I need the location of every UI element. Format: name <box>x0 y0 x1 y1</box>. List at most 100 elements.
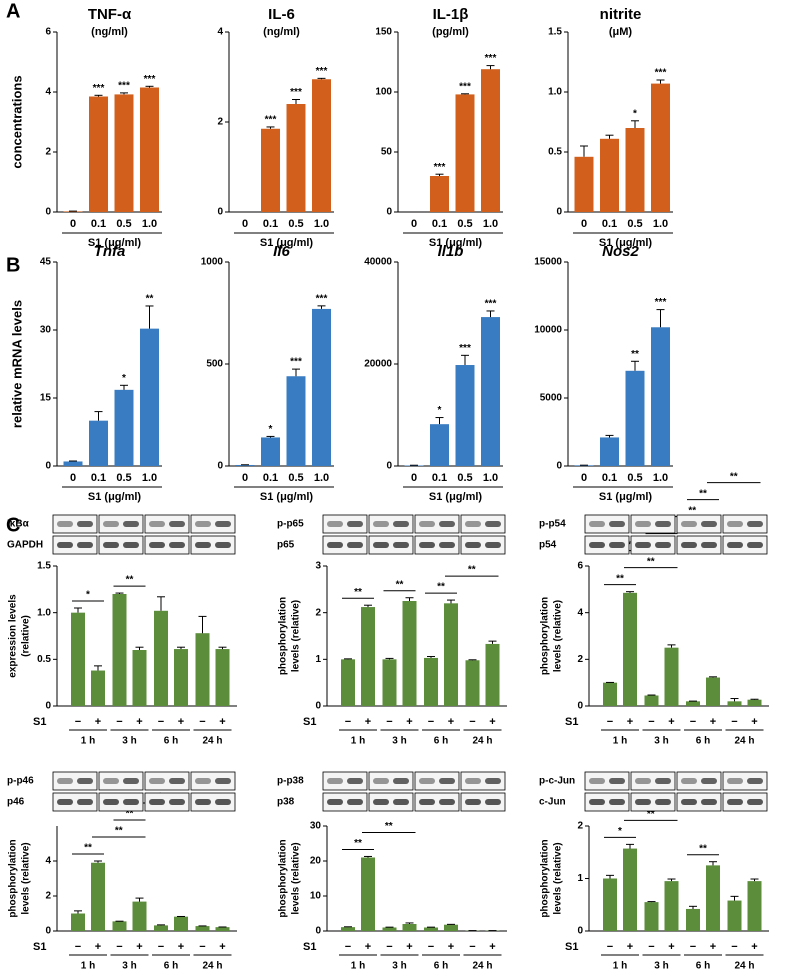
x-tick-label: 1.0 <box>653 218 668 230</box>
group-label: 24 h <box>734 736 754 747</box>
significance: *** <box>655 297 667 308</box>
blot-box <box>584 514 630 534</box>
bar <box>114 94 134 212</box>
y-axis-label: expression levels <box>8 594 19 678</box>
blot-band <box>681 799 697 805</box>
significance: ** <box>354 838 362 849</box>
y-tick-label: 0 <box>315 701 321 712</box>
blot-label: p65 <box>277 540 295 551</box>
x-tick-label: 0.5 <box>288 218 303 230</box>
blot-box <box>52 514 98 534</box>
bar <box>686 701 700 706</box>
blot-band <box>169 778 185 784</box>
x-tick-label: 0.5 <box>457 218 472 230</box>
x-tick-label: + <box>751 716 757 728</box>
x-tick-label: + <box>710 716 716 728</box>
blot-band <box>727 799 743 805</box>
blot-band <box>195 778 211 784</box>
x-tick-label: + <box>136 941 142 953</box>
bar <box>63 461 83 466</box>
blot-box <box>460 535 506 555</box>
y-tick-label: 1 <box>577 873 583 884</box>
blot-band <box>77 799 93 805</box>
y-tick-label: 20000 <box>364 359 392 370</box>
y-tick-label: 0.5 <box>548 147 562 158</box>
blot-label: p38 <box>277 797 295 808</box>
x-tick-label: − <box>116 716 122 728</box>
y-tick-label: 40000 <box>364 257 392 268</box>
blot-band <box>485 778 501 784</box>
blot-band <box>103 778 119 784</box>
blot-box <box>52 535 98 555</box>
bar <box>312 308 331 466</box>
blot-box <box>368 792 414 812</box>
significance: *** <box>316 66 328 77</box>
blot-box <box>414 792 460 812</box>
blot-box <box>630 792 676 812</box>
blot-box <box>52 771 98 791</box>
blot-band <box>727 778 743 784</box>
x-axis-label: S1 (μg/ml) <box>260 491 314 503</box>
y-axis-label: phosphorylation <box>278 597 289 675</box>
blot-band <box>123 778 139 784</box>
x-tick-label: − <box>648 941 654 953</box>
bar <box>91 670 105 706</box>
x-tick-label: + <box>710 941 716 953</box>
bar <box>286 104 306 212</box>
blot-box <box>676 514 722 534</box>
bar <box>430 176 449 212</box>
x-tick-label: + <box>668 941 674 953</box>
y-tick-label: 15000 <box>534 257 562 268</box>
blot-band <box>439 799 455 805</box>
x-axis-label: S1 (μg/ml) <box>599 237 653 249</box>
bar <box>644 695 659 706</box>
significance: * <box>438 405 442 416</box>
blot-box <box>190 771 236 791</box>
blot-box <box>368 771 414 791</box>
blot-band <box>215 799 231 805</box>
y-tick-label: 10 <box>310 891 322 902</box>
blot-band <box>169 542 185 548</box>
group-label: 3 h <box>122 961 136 972</box>
blot-band <box>589 799 605 805</box>
y-tick-label: 10000 <box>534 325 562 336</box>
group-label: 6 h <box>434 961 448 972</box>
blot-band <box>327 799 343 805</box>
y-tick-label: 3 <box>315 561 321 572</box>
y-tick-label: 0 <box>577 926 583 937</box>
blot-band <box>77 778 93 784</box>
significance: ** <box>385 821 393 832</box>
group-label: 1 h <box>351 736 365 747</box>
blot-band <box>393 542 409 548</box>
y-tick-label: 2 <box>45 147 51 158</box>
group-label: 24 h <box>202 736 222 747</box>
blot-box <box>144 514 190 534</box>
bar <box>112 921 127 931</box>
x-tick-label: 1.0 <box>314 472 329 484</box>
blot-band <box>215 542 231 548</box>
x-tick-label: 0.1 <box>432 472 447 484</box>
blot-box <box>98 535 144 555</box>
blot-box <box>676 535 722 555</box>
chart-title: Il6 <box>273 243 290 260</box>
group-label: 24 h <box>202 961 222 972</box>
blot-band <box>485 542 501 548</box>
blot-band <box>589 542 605 548</box>
significance: * <box>633 108 637 119</box>
blot-band <box>57 521 73 527</box>
blot-band <box>149 778 165 784</box>
y-axis-label: phosphorylation <box>278 839 289 917</box>
blot-band <box>655 542 671 548</box>
blot-box <box>190 792 236 812</box>
bar <box>465 660 480 706</box>
blot-label: p-p65 <box>277 519 304 530</box>
x-tick-label: + <box>489 941 495 953</box>
blot-label: IκBα <box>7 519 30 530</box>
x-tick-label: 0.1 <box>602 218 617 230</box>
y-tick-label: 30 <box>40 325 52 336</box>
bar <box>623 848 637 931</box>
bar <box>603 682 617 706</box>
blot-box <box>98 792 144 812</box>
x-tick-label: 0.1 <box>602 472 617 484</box>
